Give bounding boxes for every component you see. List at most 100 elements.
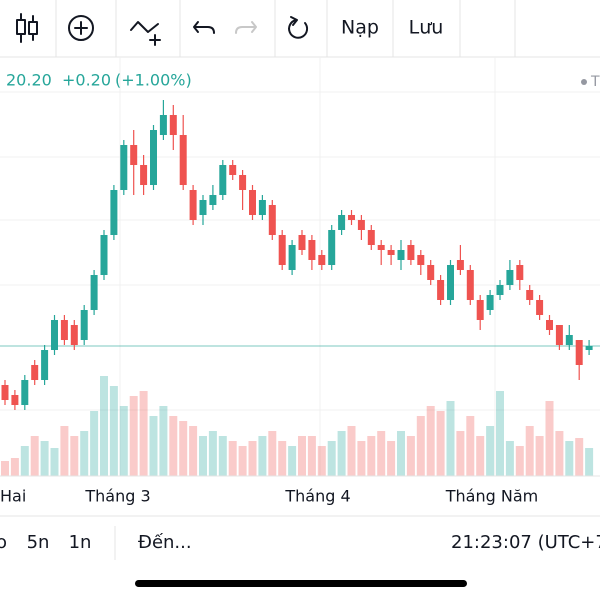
volume-bar [20,446,29,476]
candle-body [496,285,504,295]
volume-bar [80,431,89,476]
redo-icon[interactable] [235,21,257,34]
save-button[interactable]: Lưu [409,17,444,39]
volume-bar [515,446,524,476]
candle-body [387,250,395,255]
volume-bar [109,386,118,476]
volume-bar [90,411,99,476]
volume-bar [248,441,257,476]
x-label: Tháng Năm [445,487,538,506]
clock: 21:23:07 (UTC+7 [451,532,600,553]
volume-bar [347,426,356,476]
volume-bar [119,406,128,476]
candle-body [447,265,454,300]
range-button[interactable]: 1n [69,532,92,553]
volume-bar [416,416,425,476]
candle-body [239,175,247,190]
volume-bar [565,441,574,476]
volume-bar [307,436,316,476]
candle-body [338,215,346,230]
volume-bar [545,401,554,476]
volume-bar [169,416,178,476]
candle-body [31,365,39,380]
candle-body [565,335,573,345]
candle-body [575,340,583,365]
undo-icon[interactable] [193,21,215,34]
volume-bar [367,436,376,476]
volume-bar [258,436,267,476]
volume-bar [555,431,564,476]
compare-icon[interactable] [130,21,161,46]
volume-bar [70,436,79,476]
range-button[interactable]: o [0,532,7,553]
candle-body [506,270,514,285]
volume-bar [535,436,544,476]
load-button[interactable]: Nạp [341,17,379,39]
candle-body [348,215,355,220]
candle-body [546,320,553,330]
plot [0,100,600,476]
volume-bar [525,426,534,476]
range-button[interactable]: 5n [27,532,50,553]
volume-bar [406,436,415,476]
candle-body [140,165,148,185]
volume-bar [40,441,49,476]
candle-body [219,165,227,195]
last-price: 20.20 [6,71,52,90]
volume-bar [100,376,108,476]
status-dot [581,79,587,85]
candle-body [90,275,98,310]
candle-body [80,310,88,340]
candle-body [100,235,108,275]
volume-bar [446,401,455,476]
volume-bar [486,426,495,476]
candle-body [21,380,29,405]
candle-body [367,230,375,245]
candle-body [427,265,435,280]
volume-bar [496,391,504,476]
candle-body [120,145,128,190]
candle-body [585,346,593,350]
candle-body [486,295,494,310]
candle-body [298,235,306,250]
volume-bar [476,436,485,476]
volume-bar [575,438,584,476]
toolbar: Nạp Lưu [0,0,600,58]
volume-bar [357,441,366,476]
volume-bar [218,436,227,476]
goto-button[interactable]: Đến... [138,532,192,553]
candle-body [278,235,286,265]
volume-bar [456,431,465,476]
candle-body [377,245,385,250]
candle-body [268,205,276,235]
volume-bar [327,441,336,476]
volume-bar [238,446,247,476]
volume-bar [387,441,396,476]
volume-bar [228,441,237,476]
candle-body [51,320,58,350]
volume-bar [585,448,594,476]
candle-body [536,300,544,315]
candle-body [476,300,484,320]
volume-bar [397,431,405,476]
volume-bar [129,396,138,476]
volume-bar [199,436,207,476]
grid [0,57,600,476]
volume-bar [60,426,69,476]
candle-body [318,255,326,265]
candle-body [437,280,445,300]
volume-bar [50,448,59,476]
candle-body [60,320,68,340]
refresh-icon[interactable] [288,16,309,39]
add-indicator-icon[interactable] [68,15,94,41]
volume-bar [377,431,386,476]
volume-bar [139,391,148,476]
candle-body [209,195,217,205]
volume-bar [278,441,287,476]
candle-icon[interactable] [16,13,38,43]
x-label: Tháng 4 [284,487,350,506]
candle-body [526,290,534,300]
candle-body [110,190,118,235]
